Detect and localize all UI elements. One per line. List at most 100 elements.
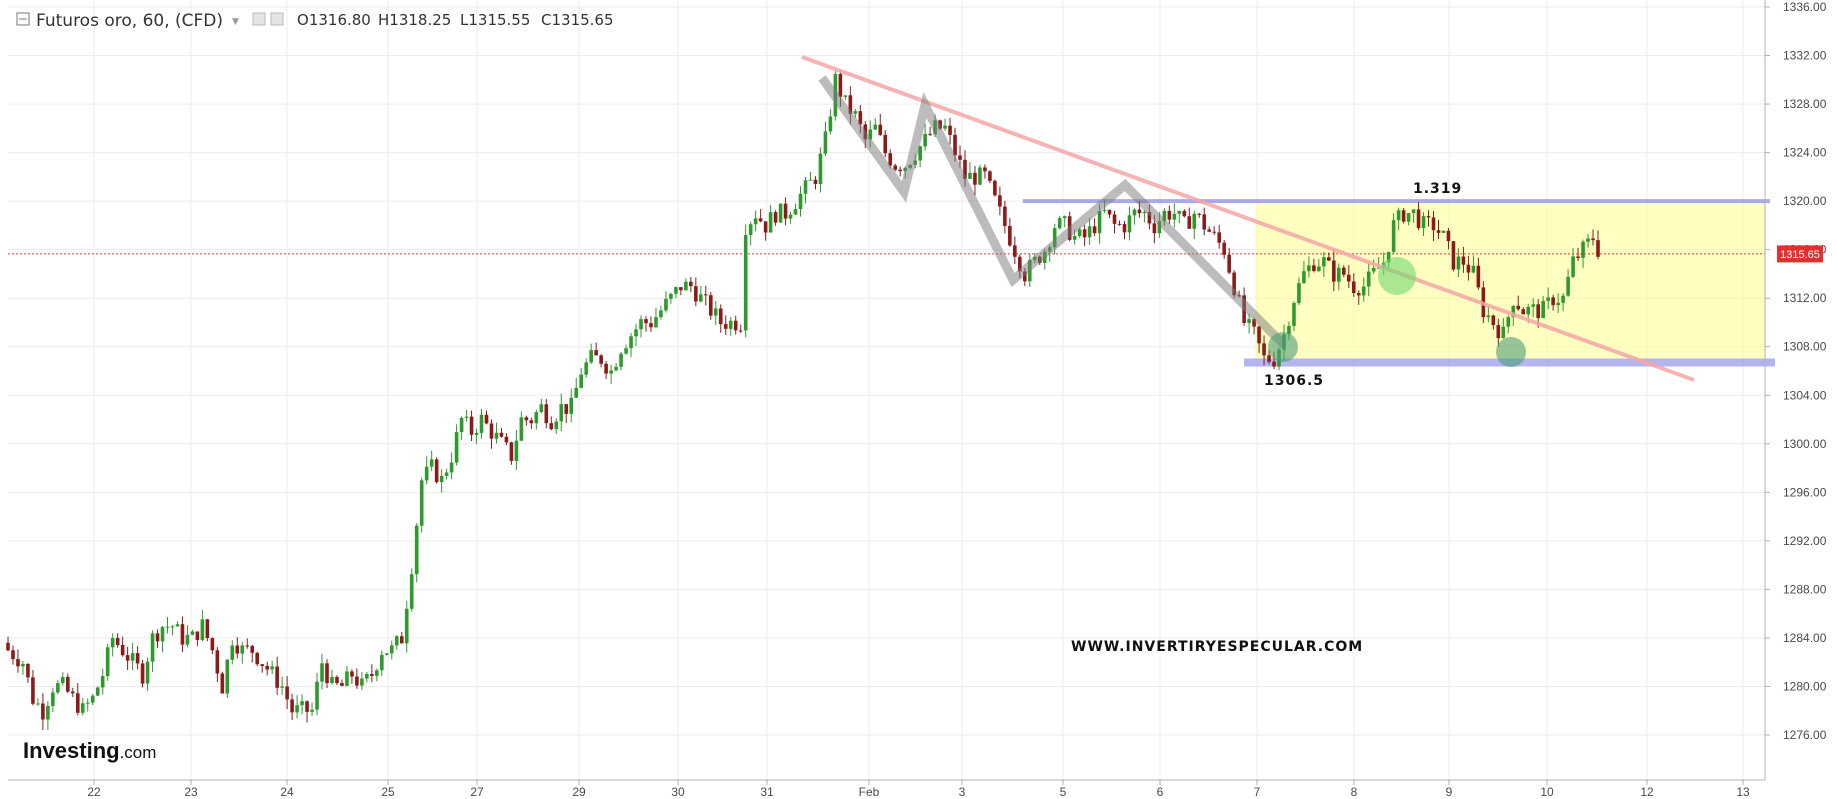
candle-body [748, 224, 753, 236]
candle-body [389, 645, 394, 654]
candle-body [489, 423, 494, 439]
candle-body [409, 574, 414, 609]
candle-body [519, 417, 524, 441]
symbol-title[interactable]: Futuros oro, 60, (CFD) [36, 11, 223, 31]
candle-body [509, 442, 514, 461]
candle-body [100, 676, 105, 688]
candle-body [1421, 216, 1426, 229]
candle-body [1187, 216, 1192, 229]
candle-body [105, 647, 110, 677]
candle-body [1361, 286, 1366, 296]
candle-body [1486, 315, 1491, 318]
candle-body [539, 404, 544, 413]
breakout-circle [1378, 257, 1416, 295]
y-tick-label: 1300.00 [1783, 437, 1827, 451]
candle-body [1456, 256, 1461, 270]
candle-body [1322, 257, 1326, 267]
candle-body [793, 209, 798, 215]
candle-body [61, 677, 65, 684]
candle-body [205, 619, 210, 639]
candle-body [828, 116, 833, 132]
close-icon[interactable] [270, 12, 284, 26]
candle-body [843, 95, 848, 97]
candle-body [1177, 210, 1182, 214]
candle-body [823, 131, 828, 154]
candle-body [355, 676, 359, 686]
candle-body [788, 214, 793, 219]
candle-body [155, 633, 160, 642]
candle-body [1401, 210, 1406, 222]
support-touch-circle [1268, 332, 1298, 362]
candle-body [1406, 213, 1411, 222]
dropdown-arrow-icon[interactable]: ▼ [232, 17, 239, 27]
candle-body [150, 633, 155, 662]
candle-body [375, 670, 379, 676]
x-axis[interactable]: 22 23 24 25 27 29 30 31 Feb 3 5 6 7 8 9 10 12 13 [87, 780, 1750, 799]
candle-body [723, 324, 728, 329]
candle-body [1167, 210, 1172, 220]
candle-body [1341, 267, 1346, 275]
candle-body [958, 155, 962, 160]
low-label: L [460, 11, 469, 29]
candle-body [1202, 214, 1207, 230]
support-label: 1306.5 [1264, 373, 1324, 389]
high-label: H [378, 11, 389, 29]
candle-body [185, 634, 190, 645]
y-axis[interactable]: 1276.00 1280.00 1284.00 1288.00 1292.00 1296.… [1765, 0, 1827, 742]
candle-body [190, 631, 195, 635]
candle-body [813, 179, 818, 185]
x-tick-label: 5 [1060, 785, 1067, 799]
candle-body [414, 525, 419, 575]
candle-body [330, 676, 334, 684]
x-tick-label: 8 [1351, 785, 1358, 799]
open-value: 1316.80 [309, 11, 371, 29]
candle-body [130, 653, 135, 661]
candle-body [579, 374, 583, 388]
candle-body [1431, 217, 1436, 231]
x-tick-label: 23 [184, 785, 198, 799]
candle-body [26, 663, 30, 678]
candle-body [738, 330, 743, 332]
candle-body [1247, 319, 1251, 323]
candle-body [1227, 254, 1231, 273]
candle-body [983, 167, 987, 172]
candle-body [803, 180, 808, 194]
candle-body [1222, 242, 1226, 255]
candle-body [11, 650, 15, 660]
settings-icon[interactable] [252, 12, 266, 26]
candle-body [165, 626, 170, 628]
logo-brand: Investing [23, 738, 120, 763]
candle-body [708, 295, 713, 316]
candle-body [973, 172, 977, 185]
candle-body [1018, 256, 1022, 272]
candle-body [1501, 326, 1506, 339]
candle-body [175, 624, 180, 627]
candle-body [938, 120, 942, 129]
candle-body [210, 638, 215, 651]
candle-body [1436, 230, 1441, 233]
candle-body [320, 663, 324, 682]
candle-body [529, 420, 534, 424]
candle-body [1212, 231, 1217, 233]
candle-body [584, 362, 588, 375]
support-touch-circle-2 [1496, 337, 1526, 367]
candle-body [56, 683, 60, 693]
candle-body [713, 308, 718, 316]
candle-body [664, 298, 668, 311]
candle-body [215, 650, 220, 674]
y-tick-label: 1312.00 [1783, 291, 1827, 305]
candle-body [494, 432, 499, 439]
candle-body [1561, 295, 1565, 303]
candle-body [1581, 241, 1585, 258]
candle-body [1506, 317, 1511, 327]
candle-body [1586, 238, 1590, 242]
collapse-icon[interactable] [16, 12, 30, 26]
candle-body [858, 111, 863, 125]
candle-body [1072, 235, 1077, 240]
candle-body [454, 432, 459, 463]
candle-body [479, 414, 484, 433]
candle-body [1471, 265, 1476, 273]
candle-body [564, 404, 569, 414]
candle-body [1287, 325, 1291, 335]
